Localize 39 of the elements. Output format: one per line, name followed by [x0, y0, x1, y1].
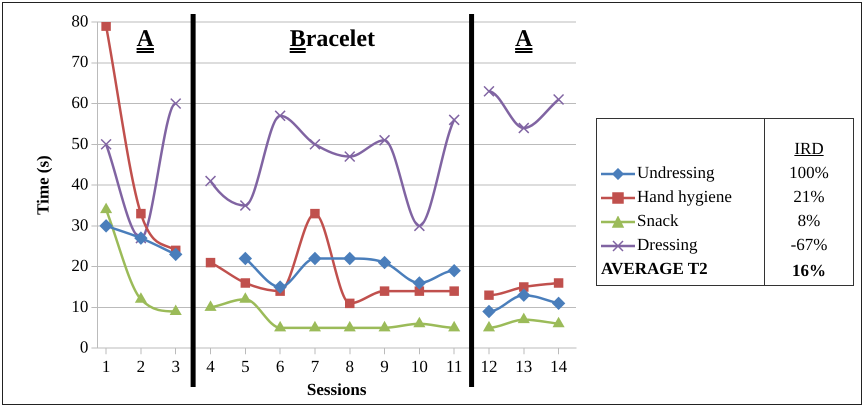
y-tick-label: 80 [71, 11, 88, 30]
legend-label: Undressing [636, 162, 716, 184]
text: AVERAGE T2 [600, 258, 709, 280]
legend-label: Dressing [636, 234, 698, 256]
x-tick-label: 1 [102, 356, 110, 376]
annotation: A [515, 26, 532, 52]
y-tick-label: 0 [80, 338, 88, 357]
x-tick-label: 10 [410, 356, 428, 376]
text: 100% [764, 160, 854, 184]
legend-label: Snack [636, 210, 680, 232]
x-tick-label: 2 [136, 356, 146, 376]
x-tick-label: 3 [171, 356, 180, 376]
x-tick-label: 4 [206, 356, 216, 376]
text: -67% [764, 232, 854, 256]
annotation: A [136, 26, 154, 52]
x-tick-label: 9 [380, 356, 389, 376]
y-tick-label: 60 [71, 93, 88, 112]
x-tick-label: 8 [346, 356, 354, 376]
y-tick-label: 10 [71, 296, 88, 316]
x-tick-label: 7 [310, 356, 320, 376]
y-tick-label: 40 [71, 174, 88, 194]
annotation: Bracelet [288, 26, 376, 53]
y-axis-title: Time (s) [34, 155, 53, 215]
y-tick-label: 20 [71, 256, 88, 276]
x-tick-label: 14 [550, 356, 568, 376]
y-tick-label: 50 [71, 134, 88, 153]
x-tick-label: 12 [480, 356, 498, 376]
legend-label: Hand hygiene [636, 186, 733, 208]
x-tick-label: 11 [446, 356, 462, 376]
legend-title: IRD [794, 138, 824, 158]
x-axis-title: Sessions [306, 380, 367, 400]
y-tick-label: 70 [71, 52, 88, 72]
x-tick-label: 5 [241, 356, 250, 376]
x-tick-label: 13 [515, 356, 532, 376]
text: 21% [764, 184, 854, 208]
text: 16% [764, 256, 854, 285]
text: 8% [764, 208, 854, 232]
y-tick-label: 30 [71, 215, 88, 234]
x-tick-label: 6 [276, 356, 284, 376]
